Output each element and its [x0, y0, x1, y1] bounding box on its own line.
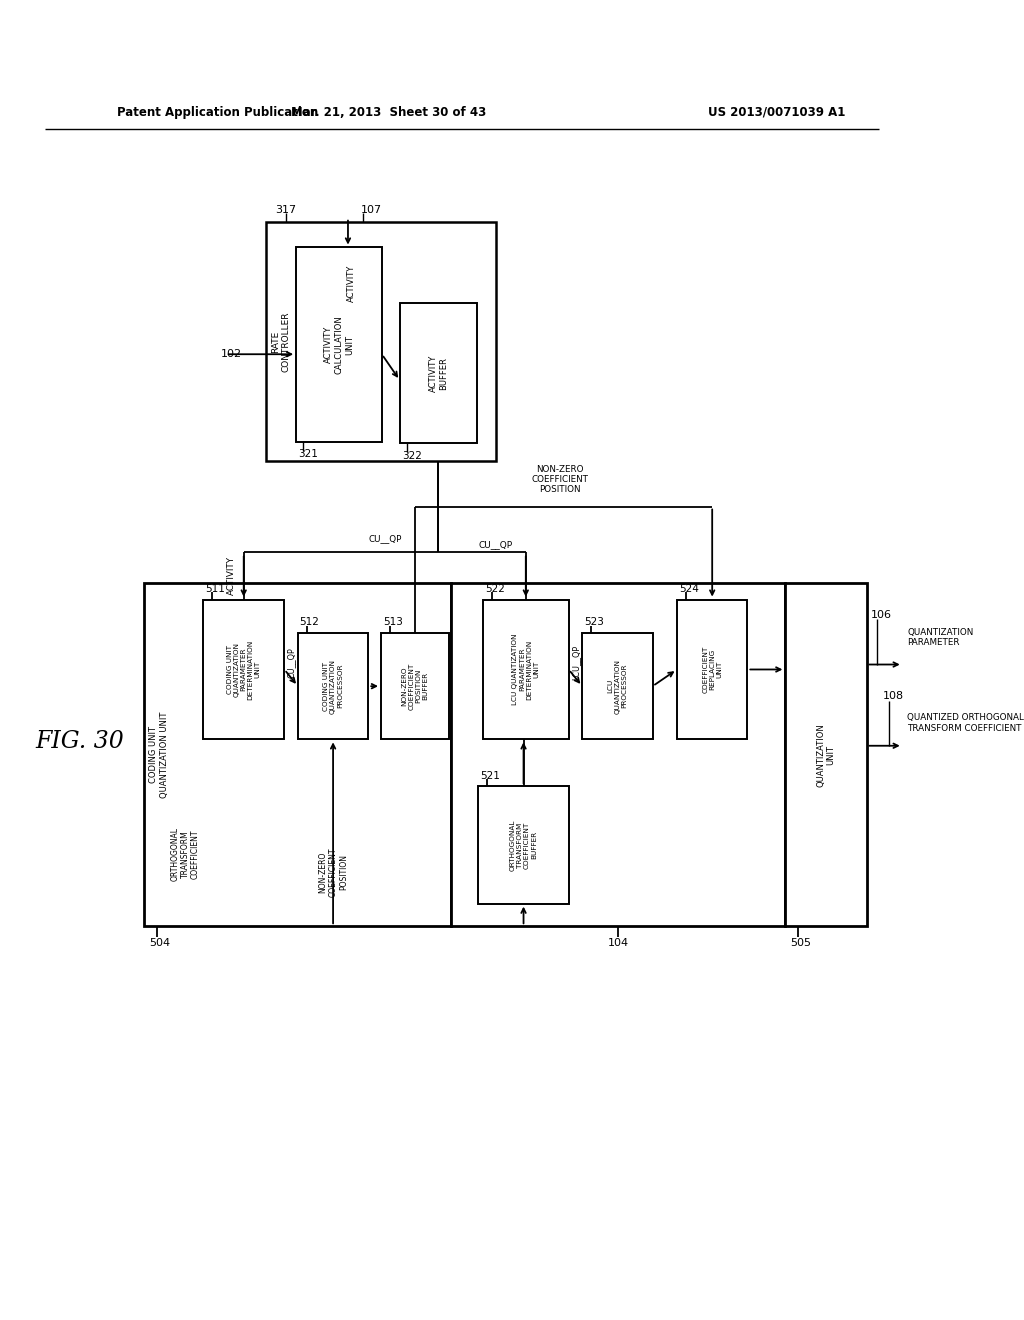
Text: 522: 522: [484, 583, 505, 594]
Bar: [785, 583, 866, 927]
Text: 504: 504: [148, 937, 170, 948]
Text: 321: 321: [298, 449, 317, 459]
Text: 107: 107: [361, 205, 382, 215]
Text: ACTIVITY
CALCULATION
UNIT: ACTIVITY CALCULATION UNIT: [324, 315, 354, 374]
Text: QUANTIZATION
UNIT: QUANTIZATION UNIT: [816, 723, 836, 787]
Text: QUANTIZATION
PARAMETER: QUANTIZATION PARAMETER: [907, 628, 974, 647]
Text: 523: 523: [584, 616, 604, 627]
Text: QUANTIZED ORTHOGONAL
TRANSFORM COEFFICIENT: QUANTIZED ORTHOGONAL TRANSFORM COEFFICIE…: [907, 714, 1024, 733]
Text: COEFFICIENT
REPLACING
UNIT: COEFFICIENT REPLACING UNIT: [702, 645, 722, 693]
Text: RATE
CONTROLLER: RATE CONTROLLER: [271, 312, 291, 372]
Bar: [296, 247, 382, 442]
Text: 513: 513: [383, 616, 402, 627]
Bar: [203, 599, 285, 739]
Bar: [478, 787, 568, 904]
Text: LCU
QUANTIZATION
PROCESSOR: LCU QUANTIZATION PROCESSOR: [607, 659, 628, 714]
Text: ORTHOGONAL
TRANSFORM
COEFFICIENT
BUFFER: ORTHOGONAL TRANSFORM COEFFICIENT BUFFER: [510, 820, 537, 871]
Bar: [144, 583, 452, 927]
Text: NON-ZERO
COEFFICIENT
POSITION
BUFFER: NON-ZERO COEFFICIENT POSITION BUFFER: [401, 663, 428, 710]
Text: NON-ZERO
COEFFICIENT
POSITION: NON-ZERO COEFFICIENT POSITION: [318, 847, 348, 896]
Text: 102: 102: [221, 350, 243, 359]
Text: NON-ZERO
COEFFICIENT
POSITION: NON-ZERO COEFFICIENT POSITION: [531, 465, 588, 495]
Bar: [298, 632, 369, 739]
Text: CODING UNIT
QUANTIZATION
PROCESSOR: CODING UNIT QUANTIZATION PROCESSOR: [324, 659, 343, 714]
Text: Mar. 21, 2013  Sheet 30 of 43: Mar. 21, 2013 Sheet 30 of 43: [291, 106, 485, 119]
Text: CODING UNIT
QUANTIZATION
PARAMETER
DETERMINATION
UNIT: CODING UNIT QUANTIZATION PARAMETER DETER…: [226, 639, 261, 700]
Text: US 2013/0071039 A1: US 2013/0071039 A1: [708, 106, 845, 119]
Bar: [266, 222, 497, 462]
Text: 317: 317: [275, 205, 296, 215]
Text: FIG. 30: FIG. 30: [35, 730, 124, 752]
Text: 512: 512: [300, 616, 319, 627]
Bar: [381, 632, 449, 739]
Text: ORTHOGONAL
TRANSFORM
COEFFICIENT: ORTHOGONAL TRANSFORM COEFFICIENT: [170, 828, 200, 880]
Text: 511: 511: [205, 583, 225, 594]
Text: 521: 521: [480, 771, 500, 780]
Text: 104: 104: [608, 937, 629, 948]
Text: CODING UNIT
QUANTIZATION UNIT: CODING UNIT QUANTIZATION UNIT: [150, 711, 169, 799]
Text: 108: 108: [883, 692, 904, 701]
Text: 524: 524: [679, 583, 698, 594]
Text: 106: 106: [871, 610, 892, 620]
Bar: [583, 632, 652, 739]
Text: LCU__QP: LCU__QP: [571, 645, 580, 680]
Text: CU__QP: CU__QP: [478, 540, 513, 549]
Text: 505: 505: [790, 937, 811, 948]
Text: Patent Application Publication: Patent Application Publication: [118, 106, 318, 119]
Text: ACTIVITY
BUFFER: ACTIVITY BUFFER: [428, 355, 447, 392]
Text: ACTIVITY: ACTIVITY: [347, 265, 356, 302]
Bar: [677, 599, 748, 739]
Text: LCU QUANTIZATION
PARAMETER
DETERMINATION
UNIT: LCU QUANTIZATION PARAMETER DETERMINATION…: [512, 634, 540, 705]
Text: CU__QP: CU__QP: [287, 647, 296, 678]
Text: ACTIVITY: ACTIVITY: [226, 556, 236, 595]
Text: 322: 322: [401, 451, 422, 461]
Bar: [452, 583, 785, 927]
Text: CU__QP: CU__QP: [368, 535, 401, 544]
Bar: [483, 599, 568, 739]
Bar: [400, 304, 476, 444]
